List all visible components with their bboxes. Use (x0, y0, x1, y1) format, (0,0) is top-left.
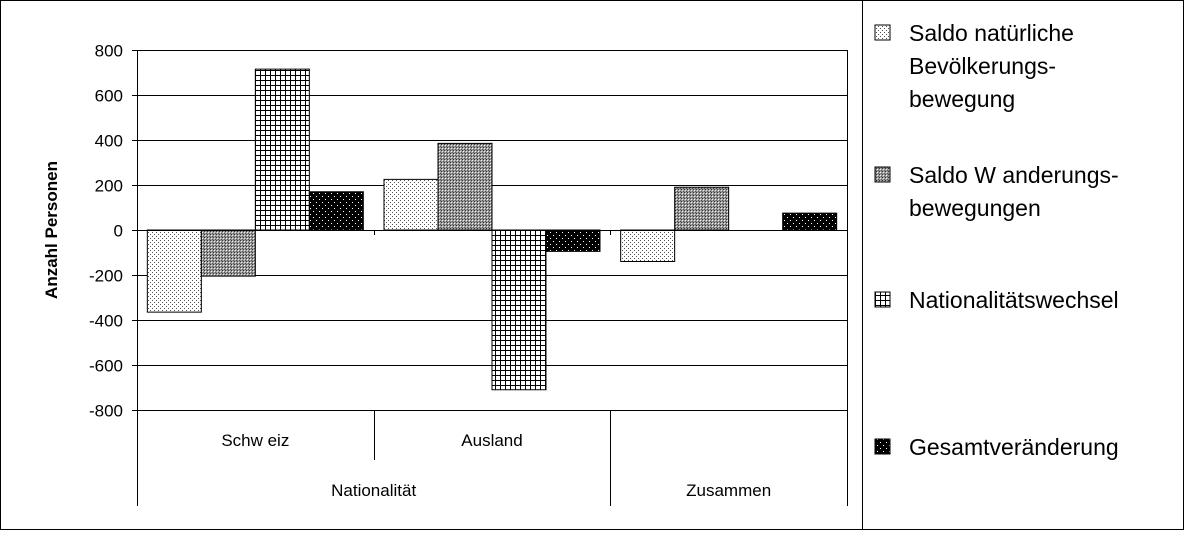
bar-dots-dark (308, 191, 364, 231)
y-tick-label: 400 (95, 132, 123, 151)
y-tick-label: -800 (89, 402, 123, 421)
bar-dots-dark (782, 212, 838, 231)
group-label: Zusammen (686, 481, 771, 500)
legend-label: Bevölkerungs- (909, 53, 1056, 79)
y-axis-title: Anzahl Personen (42, 161, 61, 299)
legend: Saldo natürliche Bevölkerungs-bewegung Sal… (874, 20, 1119, 460)
category-label: Schw eiz (221, 431, 289, 450)
group-label: Nationalität (331, 481, 416, 500)
legend-label: Gesamtveränderung (909, 434, 1119, 460)
legend-swatch (874, 438, 891, 455)
bar-grid (491, 229, 547, 391)
legend-label: Saldo natürliche (909, 20, 1074, 46)
legend-swatch (874, 166, 891, 183)
axes: 800 600 400 200 0 -200 -400 -600 -800 Schw eiz Aus… (89, 42, 848, 506)
category-label: Ausland (461, 431, 522, 450)
bar-crosshatch-gray (200, 229, 256, 277)
legend-label: bewegungen (909, 195, 1041, 221)
bars (146, 68, 838, 391)
legend-label: bewegung (909, 86, 1015, 112)
bar-crosshatch-gray (674, 186, 730, 231)
legend-swatch (874, 291, 891, 308)
bar-dots-dark (545, 229, 601, 252)
y-tick-label: 600 (95, 87, 123, 106)
legend-swatch (874, 24, 891, 41)
legend-label: Nationalitätswechsel (909, 287, 1119, 313)
bar-dots-light (146, 229, 202, 313)
y-tick-label: -200 (89, 267, 123, 286)
legend-label: Saldo W anderungs- (909, 162, 1119, 188)
bar-dots-light (383, 178, 439, 231)
y-tick-label: -400 (89, 312, 123, 331)
y-tick-label: 200 (95, 177, 123, 196)
y-tick-label: 0 (114, 222, 123, 241)
y-tick-label: -600 (89, 357, 123, 376)
bar-dots-light (620, 229, 676, 262)
y-tick-label: 800 (95, 42, 123, 61)
bar-grid (254, 68, 310, 231)
bar-crosshatch-gray (437, 142, 493, 231)
